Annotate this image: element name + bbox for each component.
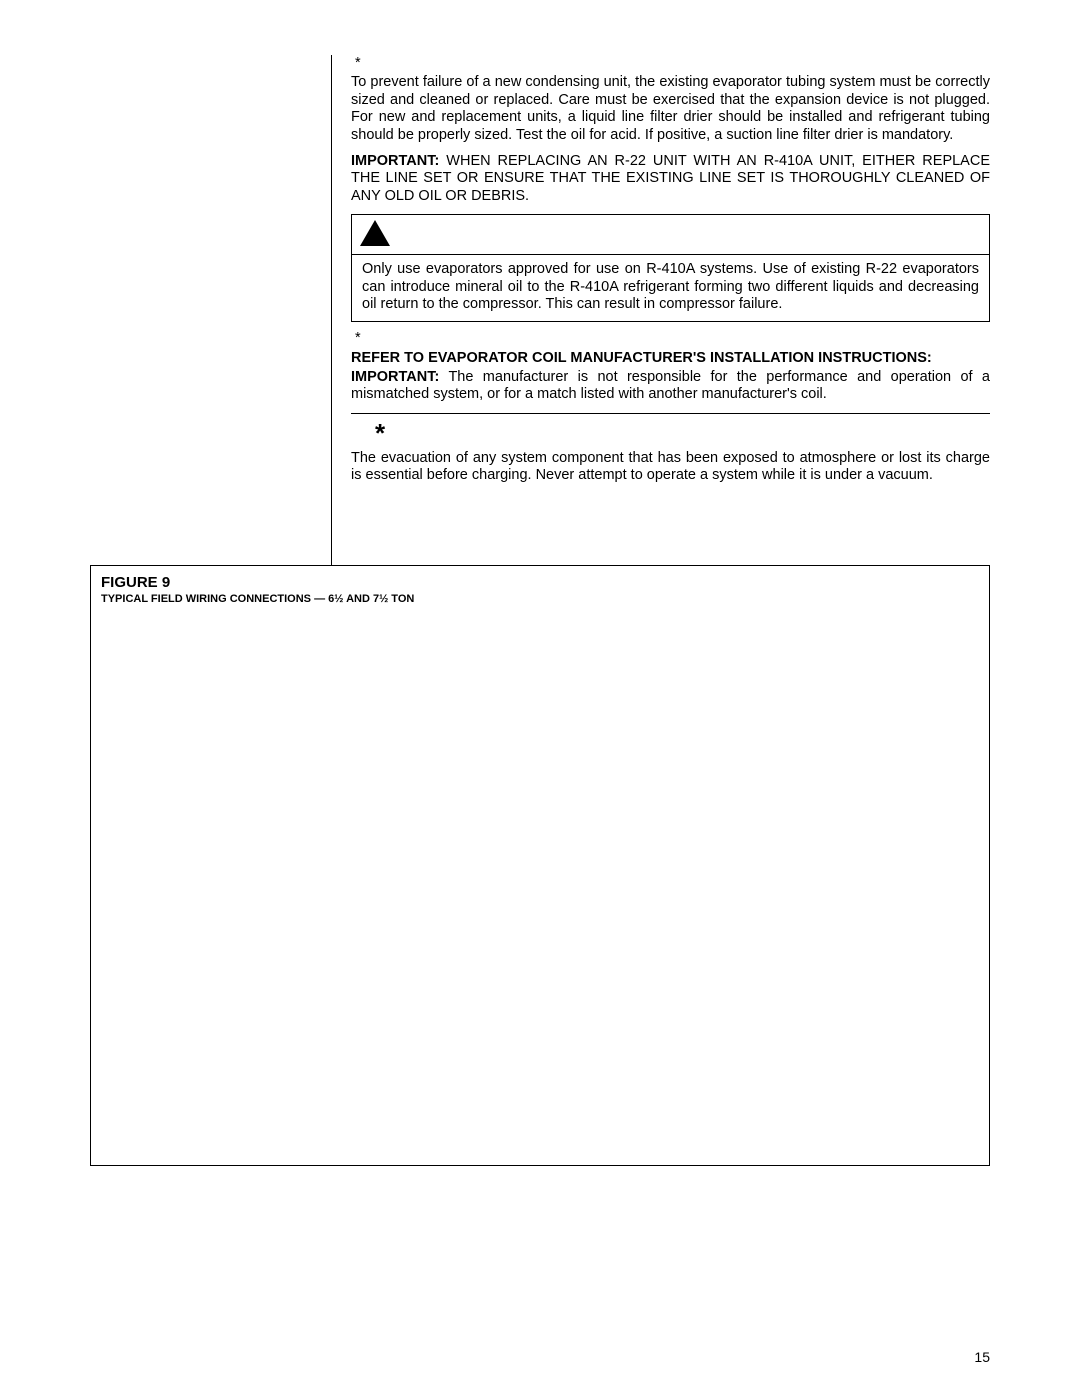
paragraph-important-mismatch: IMPORTANT: The manufacturer is not respo…: [351, 369, 990, 404]
page: * To prevent failure of a new condensing…: [0, 0, 1080, 1397]
warning-triangle-icon: [360, 220, 390, 251]
page-number: 15: [974, 1349, 990, 1365]
left-margin-column: [90, 55, 332, 565]
large-asterisk: *: [375, 420, 990, 446]
important-label: IMPORTANT:: [351, 153, 439, 169]
figure-subtitle: TYPICAL FIELD WIRING CONNECTIONS — 6½ AN…: [101, 593, 979, 605]
important-text-2: The manufacturer is not responsible for …: [351, 369, 990, 402]
asterisk-marker: *: [355, 55, 990, 72]
important-label-2: IMPORTANT:: [351, 369, 439, 385]
paragraph-important-r22: IMPORTANT: WHEN REPLACING AN R-22 UNIT W…: [351, 153, 990, 205]
two-column-layout: * To prevent failure of a new condensing…: [90, 55, 990, 566]
paragraph-evacuation: The evacuation of any system component t…: [351, 450, 990, 485]
section-heading-evaporator: REFER TO EVAPORATOR COIL MANUFACTURER'S …: [351, 350, 990, 367]
warning-box: Only use evaporators approved for use on…: [351, 214, 990, 322]
figure-9-box: FIGURE 9 TYPICAL FIELD WIRING CONNECTION…: [90, 566, 990, 1166]
figure-title: FIGURE 9: [101, 574, 979, 591]
warning-header: [352, 215, 989, 255]
paragraph-prevent-failure: To prevent failure of a new condensing u…: [351, 74, 990, 144]
asterisk-marker-2: *: [355, 330, 990, 347]
important-text: WHEN REPLACING AN R-22 UNIT WITH AN R-41…: [351, 153, 990, 204]
content-column: * To prevent failure of a new condensing…: [332, 55, 990, 565]
warning-body-text: Only use evaporators approved for use on…: [352, 255, 989, 321]
horizontal-rule: [351, 413, 990, 414]
